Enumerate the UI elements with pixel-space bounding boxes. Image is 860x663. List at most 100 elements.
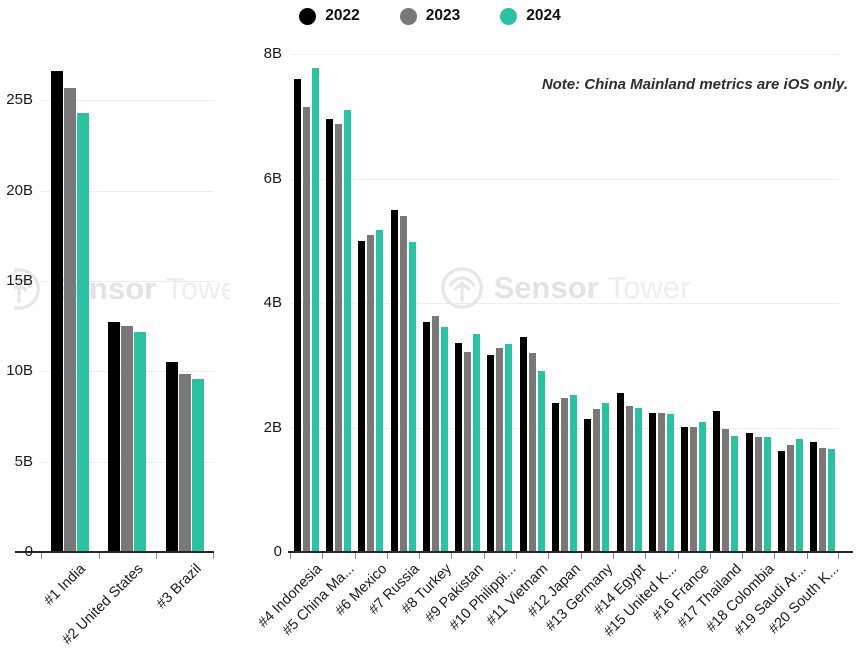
bar-2022	[487, 355, 495, 552]
bar-2023	[528, 352, 536, 552]
bar-2023	[399, 215, 407, 552]
bar-2023	[625, 406, 633, 552]
bar-2024	[796, 439, 804, 552]
bar-2024	[473, 334, 481, 552]
bar-2022	[810, 441, 818, 552]
legend-label: 2024	[526, 7, 561, 24]
x-axis-line	[288, 551, 853, 553]
bar-2023	[819, 448, 827, 552]
x-axis-line	[15, 551, 214, 553]
y-axis-label-20B: 20B	[6, 181, 33, 199]
top3-countries-bar-chart: SensorTower05B10B15B20B25B#1 India#2 Uni…	[6, 55, 230, 648]
bar-2022	[166, 362, 179, 552]
bar-group-#9 Pakistan	[451, 54, 483, 552]
x-axis-tick	[354, 553, 356, 559]
x-axis-tick	[806, 553, 808, 559]
bar-2023	[560, 398, 568, 552]
bar-2022	[519, 337, 527, 552]
x-axis-tick	[612, 553, 614, 559]
bar-2023	[302, 106, 310, 552]
x-axis-tick	[580, 553, 582, 559]
bar-2022	[108, 322, 121, 552]
bar-2022	[713, 410, 721, 552]
legend-label: 2022	[325, 7, 360, 24]
bar-2024	[569, 395, 577, 552]
bar-2022	[390, 209, 398, 552]
x-axis-tick	[548, 553, 550, 559]
bar-2023	[431, 316, 439, 552]
legend-label: 2023	[425, 7, 461, 24]
bar-group-#3 Brazil	[156, 55, 214, 552]
bar-2023	[496, 347, 504, 552]
bar-2022	[455, 343, 463, 552]
x-axis-tick	[290, 553, 291, 559]
bar-2023	[722, 428, 730, 552]
x-axis-tick	[41, 553, 42, 559]
bar-2022	[325, 119, 333, 552]
gridline-20B	[41, 190, 214, 192]
bar-2024	[537, 371, 545, 552]
bar-2023	[657, 412, 665, 552]
x-axis-tick	[645, 553, 647, 559]
x-axis-tick	[677, 553, 679, 559]
bar-2022	[293, 78, 301, 552]
bar-2022	[778, 450, 786, 552]
x-axis-tick	[838, 553, 839, 559]
bar-2023	[367, 234, 375, 552]
legend-dot-icon	[299, 7, 317, 25]
bar-group-#6 Mexico	[355, 54, 387, 552]
bar-2022	[422, 321, 430, 552]
bar-2023	[121, 326, 134, 552]
bar-2024	[828, 448, 836, 552]
y-axis-label-6B: 6B	[263, 169, 282, 187]
bar-group-#19 Saudi Ar...	[774, 54, 806, 552]
bar-2024	[505, 344, 513, 552]
x-axis-tick	[742, 553, 744, 559]
bar-group-#2 United States	[99, 55, 157, 552]
gridline-4B	[290, 303, 839, 304]
bar-group-#16 France	[678, 54, 710, 552]
bar-2024	[343, 110, 351, 552]
bar-2024	[440, 327, 448, 552]
bar-2022	[648, 412, 656, 552]
x-axis-tick	[774, 553, 776, 559]
bar-2024	[134, 331, 147, 552]
bar-group-#20 South K...	[807, 54, 839, 552]
bar-group-#14 Egypt	[613, 54, 645, 552]
rank-4-to-20-countries-bar-chart: Sensor Tower 0 2B 4B 6B 8B #4 Indonesia #5 China…	[255, 45, 853, 640]
bar-group-#7 Russia	[387, 54, 419, 552]
bar-2024	[192, 378, 205, 552]
chart-legend: 2022 2023 2024	[0, 7, 860, 25]
bar-2023	[787, 444, 795, 552]
bar-group-#1 India	[41, 55, 99, 552]
x-axis-tick	[451, 553, 453, 559]
x-axis-tick	[156, 553, 158, 559]
x-axis-tick	[386, 553, 388, 559]
y-axis-label-8B: 8B	[263, 45, 282, 62]
bar-2024	[376, 230, 384, 552]
bar-2023	[63, 87, 76, 552]
bar-group-#4 Indonesia	[290, 54, 322, 552]
x-axis-tick	[98, 553, 100, 559]
x-axis-tick	[709, 553, 711, 559]
bar-2022	[681, 426, 689, 552]
bar-group-#12 Japan	[548, 54, 580, 552]
y-axis-label-15B: 15B	[6, 271, 33, 289]
bar-2023	[464, 352, 472, 552]
bar-2022	[551, 402, 559, 552]
y-axis-label-4B: 4B	[263, 294, 282, 311]
legend-dot-icon	[399, 7, 417, 25]
bar-group-#5 China Ma...	[322, 54, 354, 552]
bar-group-#11 Vietnam	[516, 54, 548, 552]
bar-2022	[745, 433, 753, 552]
gridline-8B	[290, 54, 839, 55]
x-axis-tick	[419, 553, 421, 559]
bar-2023	[179, 373, 192, 552]
china-mainland-note: Note: China Mainland metrics are iOS onl…	[541, 76, 848, 93]
bar-2022	[50, 71, 63, 552]
bar-group-#10 Philippi...	[484, 54, 516, 552]
bar-2024	[666, 413, 674, 552]
x-axis-tick	[483, 553, 485, 559]
x-axis-tick	[213, 553, 214, 559]
